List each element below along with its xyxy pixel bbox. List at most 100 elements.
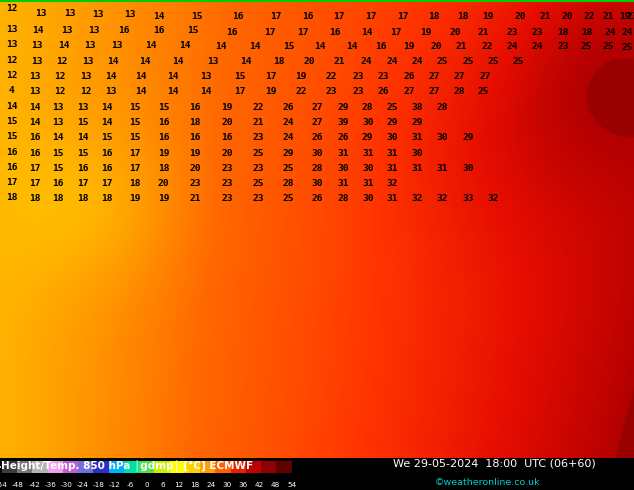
Text: 26: 26	[311, 133, 323, 142]
Text: 16: 16	[153, 26, 164, 35]
Text: 23: 23	[627, 12, 634, 22]
Text: 15: 15	[191, 12, 202, 21]
Text: 16: 16	[118, 26, 129, 35]
Text: 24: 24	[604, 27, 616, 37]
Text: 17: 17	[266, 72, 277, 81]
Text: 15: 15	[77, 118, 88, 127]
Text: 15: 15	[53, 164, 64, 172]
Text: 16: 16	[329, 27, 340, 37]
Text: 13: 13	[124, 10, 136, 19]
Text: 26: 26	[311, 195, 323, 203]
Text: 18: 18	[581, 27, 592, 37]
Text: 14: 14	[29, 118, 41, 127]
Text: 13: 13	[6, 40, 17, 49]
Text: 17: 17	[77, 179, 88, 188]
Text: 28: 28	[362, 103, 373, 112]
Text: 15: 15	[188, 26, 199, 35]
Text: 22: 22	[481, 42, 493, 51]
Text: 18: 18	[273, 57, 285, 66]
Text: -48: -48	[12, 483, 24, 489]
Text: 15: 15	[6, 132, 17, 141]
Text: 16: 16	[77, 164, 88, 172]
Bar	[185, 461, 200, 473]
Text: 23: 23	[507, 27, 518, 37]
Text: 25: 25	[253, 148, 264, 157]
Text: -54: -54	[0, 483, 8, 489]
Text: 19: 19	[158, 195, 169, 203]
Text: 17: 17	[101, 179, 112, 188]
Text: 20: 20	[304, 57, 315, 66]
Text: 23: 23	[353, 87, 364, 96]
Text: 16: 16	[6, 163, 17, 172]
Text: 17: 17	[129, 164, 140, 172]
Text: 23: 23	[253, 164, 264, 172]
Text: 22: 22	[325, 72, 337, 81]
Text: 13: 13	[93, 10, 104, 19]
Text: 30: 30	[362, 118, 373, 127]
Text: 13: 13	[6, 25, 17, 34]
Text: 30: 30	[311, 148, 323, 157]
Text: 27: 27	[403, 87, 415, 96]
Text: 14: 14	[179, 41, 191, 50]
Text: 36: 36	[239, 483, 248, 489]
Text: 31: 31	[386, 195, 398, 203]
Text: 17: 17	[6, 178, 17, 187]
Text: 20: 20	[514, 12, 526, 22]
Text: -36: -36	[44, 483, 56, 489]
Text: 14: 14	[135, 72, 146, 81]
Text: 28: 28	[283, 179, 294, 188]
Text: 13: 13	[200, 72, 212, 81]
Bar	[2, 461, 17, 473]
Text: 14: 14	[145, 41, 157, 50]
Text: 26: 26	[338, 133, 349, 142]
Text: 16: 16	[101, 164, 112, 172]
Text: 24: 24	[507, 42, 518, 51]
Text: 14: 14	[200, 87, 212, 96]
Text: 17: 17	[365, 12, 377, 22]
Text: 27: 27	[311, 118, 323, 127]
Text: 19: 19	[158, 148, 169, 157]
Text: 14: 14	[172, 57, 183, 66]
Text: 39: 39	[338, 118, 349, 127]
Text: 24: 24	[532, 42, 543, 51]
Text: 31: 31	[338, 179, 349, 188]
Text: 32: 32	[488, 195, 499, 203]
Text: 25: 25	[462, 57, 474, 66]
Text: 16: 16	[226, 27, 237, 37]
Text: 18: 18	[557, 27, 569, 37]
Text: 15: 15	[129, 118, 140, 127]
Bar	[246, 461, 261, 473]
Text: 25: 25	[437, 57, 448, 66]
Text: 23: 23	[557, 42, 569, 51]
Bar	[155, 461, 170, 473]
Bar	[48, 461, 63, 473]
Text: 13: 13	[29, 87, 41, 96]
Text: Height/Temp. 850 hPa │gdmp│ [°C] ECMWF: Height/Temp. 850 hPa │gdmp│ [°C] ECMWF	[1, 459, 254, 471]
Text: 25: 25	[488, 57, 499, 66]
Text: 14: 14	[346, 42, 358, 51]
Text: 15: 15	[158, 103, 169, 112]
Text: 29: 29	[362, 133, 373, 142]
Text: 21: 21	[540, 12, 551, 22]
Text: 12: 12	[80, 87, 91, 96]
Text: 14: 14	[6, 102, 17, 111]
Text: 13: 13	[105, 87, 117, 96]
Text: 24: 24	[411, 57, 423, 66]
Text: 18: 18	[158, 164, 169, 172]
Text: 16: 16	[190, 133, 201, 142]
Text: 20: 20	[450, 27, 461, 37]
Text: 6: 6	[160, 483, 165, 489]
Text: 21: 21	[603, 12, 614, 22]
Text: 24: 24	[283, 118, 294, 127]
Text: 16: 16	[375, 42, 386, 51]
Text: 18: 18	[53, 195, 64, 203]
Text: 13: 13	[84, 41, 96, 50]
Text: 25: 25	[253, 179, 264, 188]
Bar	[261, 461, 276, 473]
Text: 24: 24	[361, 57, 372, 66]
Bar	[93, 461, 108, 473]
Text: 27: 27	[429, 72, 440, 81]
Text: -12: -12	[108, 483, 120, 489]
Text: 21: 21	[477, 27, 489, 37]
Text: 13: 13	[53, 118, 64, 127]
